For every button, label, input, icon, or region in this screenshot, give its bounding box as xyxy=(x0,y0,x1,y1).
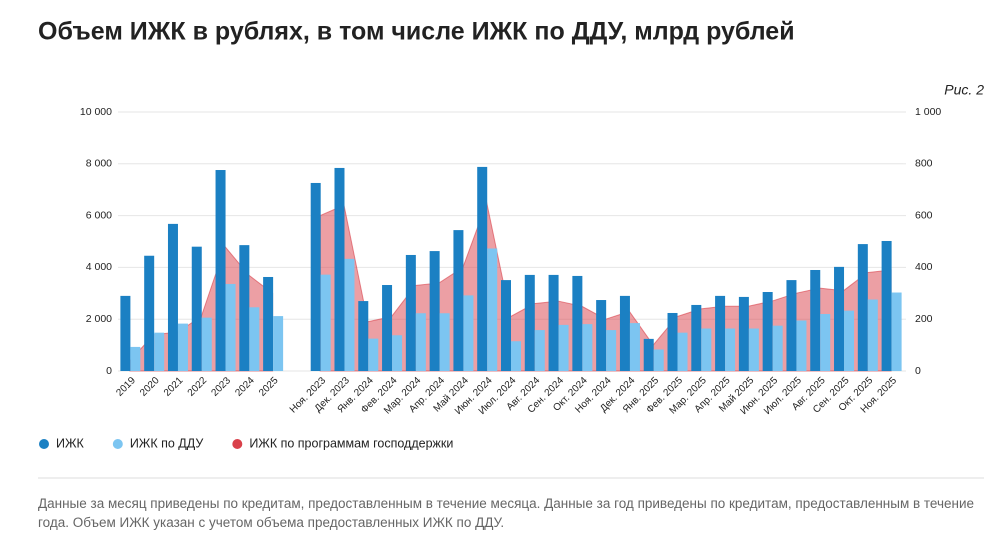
bar xyxy=(725,328,736,371)
bar xyxy=(477,166,488,371)
bar xyxy=(368,338,379,371)
bar xyxy=(810,269,821,371)
bar xyxy=(844,310,855,371)
bar xyxy=(524,274,535,371)
y2-tick-label: 1 000 xyxy=(915,106,941,118)
bar xyxy=(154,332,165,371)
bar xyxy=(405,254,416,371)
bar xyxy=(225,283,236,371)
x-tick-label: 2024 xyxy=(233,375,257,399)
bar xyxy=(653,349,664,371)
footnote: Данные за месяц приведены по кредитам, п… xyxy=(38,496,975,530)
bar xyxy=(144,255,155,371)
bar xyxy=(748,328,759,371)
bar xyxy=(881,240,892,371)
figure-label: Рис. 2 xyxy=(944,82,984,98)
chart: Объем ИЖК в рублях, в том числе ИЖК по Д… xyxy=(38,18,984,479)
y2-tick-label: 400 xyxy=(915,261,933,273)
y-tick-label: 8 000 xyxy=(86,158,112,170)
bar xyxy=(334,167,345,371)
legend-marker xyxy=(39,439,49,449)
y-tick-label: 6 000 xyxy=(86,209,112,221)
bar xyxy=(691,304,702,371)
bar xyxy=(130,346,141,371)
chart-title: Объем ИЖК в рублях, в том числе ИЖК по Д… xyxy=(38,18,795,46)
legend-label: ИЖК по ДДУ xyxy=(130,436,204,450)
bar xyxy=(677,332,688,371)
bar xyxy=(215,170,226,371)
y2-tick-label: 800 xyxy=(915,158,933,170)
y-tick-label: 10 000 xyxy=(80,106,112,118)
bar xyxy=(511,341,521,371)
bar xyxy=(857,244,868,371)
bar xyxy=(487,248,498,371)
bar xyxy=(310,182,321,371)
x-tick-label: 2023 xyxy=(210,375,234,399)
bar xyxy=(572,275,583,371)
bar xyxy=(786,280,797,371)
y2-tick-label: 200 xyxy=(915,313,933,325)
bar xyxy=(263,276,274,371)
bar xyxy=(320,274,331,371)
bar xyxy=(191,246,202,371)
bar xyxy=(558,324,569,371)
bar xyxy=(834,266,845,371)
bar xyxy=(548,274,559,371)
bar xyxy=(582,324,593,371)
x-tick-label: 2022 xyxy=(186,375,210,399)
bar xyxy=(439,313,450,371)
bar xyxy=(596,300,607,371)
bar xyxy=(867,299,878,371)
legend-marker xyxy=(112,439,123,449)
bar xyxy=(249,307,260,371)
y-tick-label: 2 000 xyxy=(86,313,112,325)
bar xyxy=(796,320,807,371)
bar xyxy=(667,312,678,371)
bar xyxy=(643,338,654,371)
bar xyxy=(820,314,831,371)
bar xyxy=(501,280,511,371)
legend-label: ИЖК по программам господдержки xyxy=(249,436,453,450)
bar xyxy=(463,295,474,371)
bar xyxy=(177,323,188,371)
y2-tick-label: 0 xyxy=(915,365,921,377)
bar xyxy=(738,296,749,371)
y-tick-label: 0 xyxy=(106,365,112,377)
bar xyxy=(606,330,617,371)
y-tick-label: 4 000 xyxy=(86,261,112,273)
x-tick-label: 2025 xyxy=(257,375,281,399)
bar xyxy=(358,301,369,371)
bar xyxy=(344,258,355,371)
bar xyxy=(762,292,773,371)
bar xyxy=(120,295,131,371)
x-tick-label: 2019 xyxy=(114,375,138,399)
bar xyxy=(715,295,726,371)
bar xyxy=(392,335,403,371)
bar xyxy=(167,223,178,371)
bar xyxy=(273,316,284,371)
bar xyxy=(629,323,640,371)
bar xyxy=(619,295,630,371)
bar xyxy=(534,330,545,371)
bar xyxy=(701,328,712,371)
x-tick-label: 2021 xyxy=(162,375,186,399)
bar xyxy=(772,325,783,371)
bar xyxy=(415,313,426,371)
bar xyxy=(239,245,250,371)
bar xyxy=(429,251,440,371)
legend-label: ИЖК xyxy=(56,436,85,450)
bar xyxy=(382,285,393,371)
y2-tick-label: 600 xyxy=(915,209,933,221)
bar xyxy=(891,292,902,371)
bar xyxy=(201,317,212,371)
legend-marker xyxy=(232,439,243,449)
bar xyxy=(453,230,464,371)
x-tick-label: 2020 xyxy=(138,375,162,399)
